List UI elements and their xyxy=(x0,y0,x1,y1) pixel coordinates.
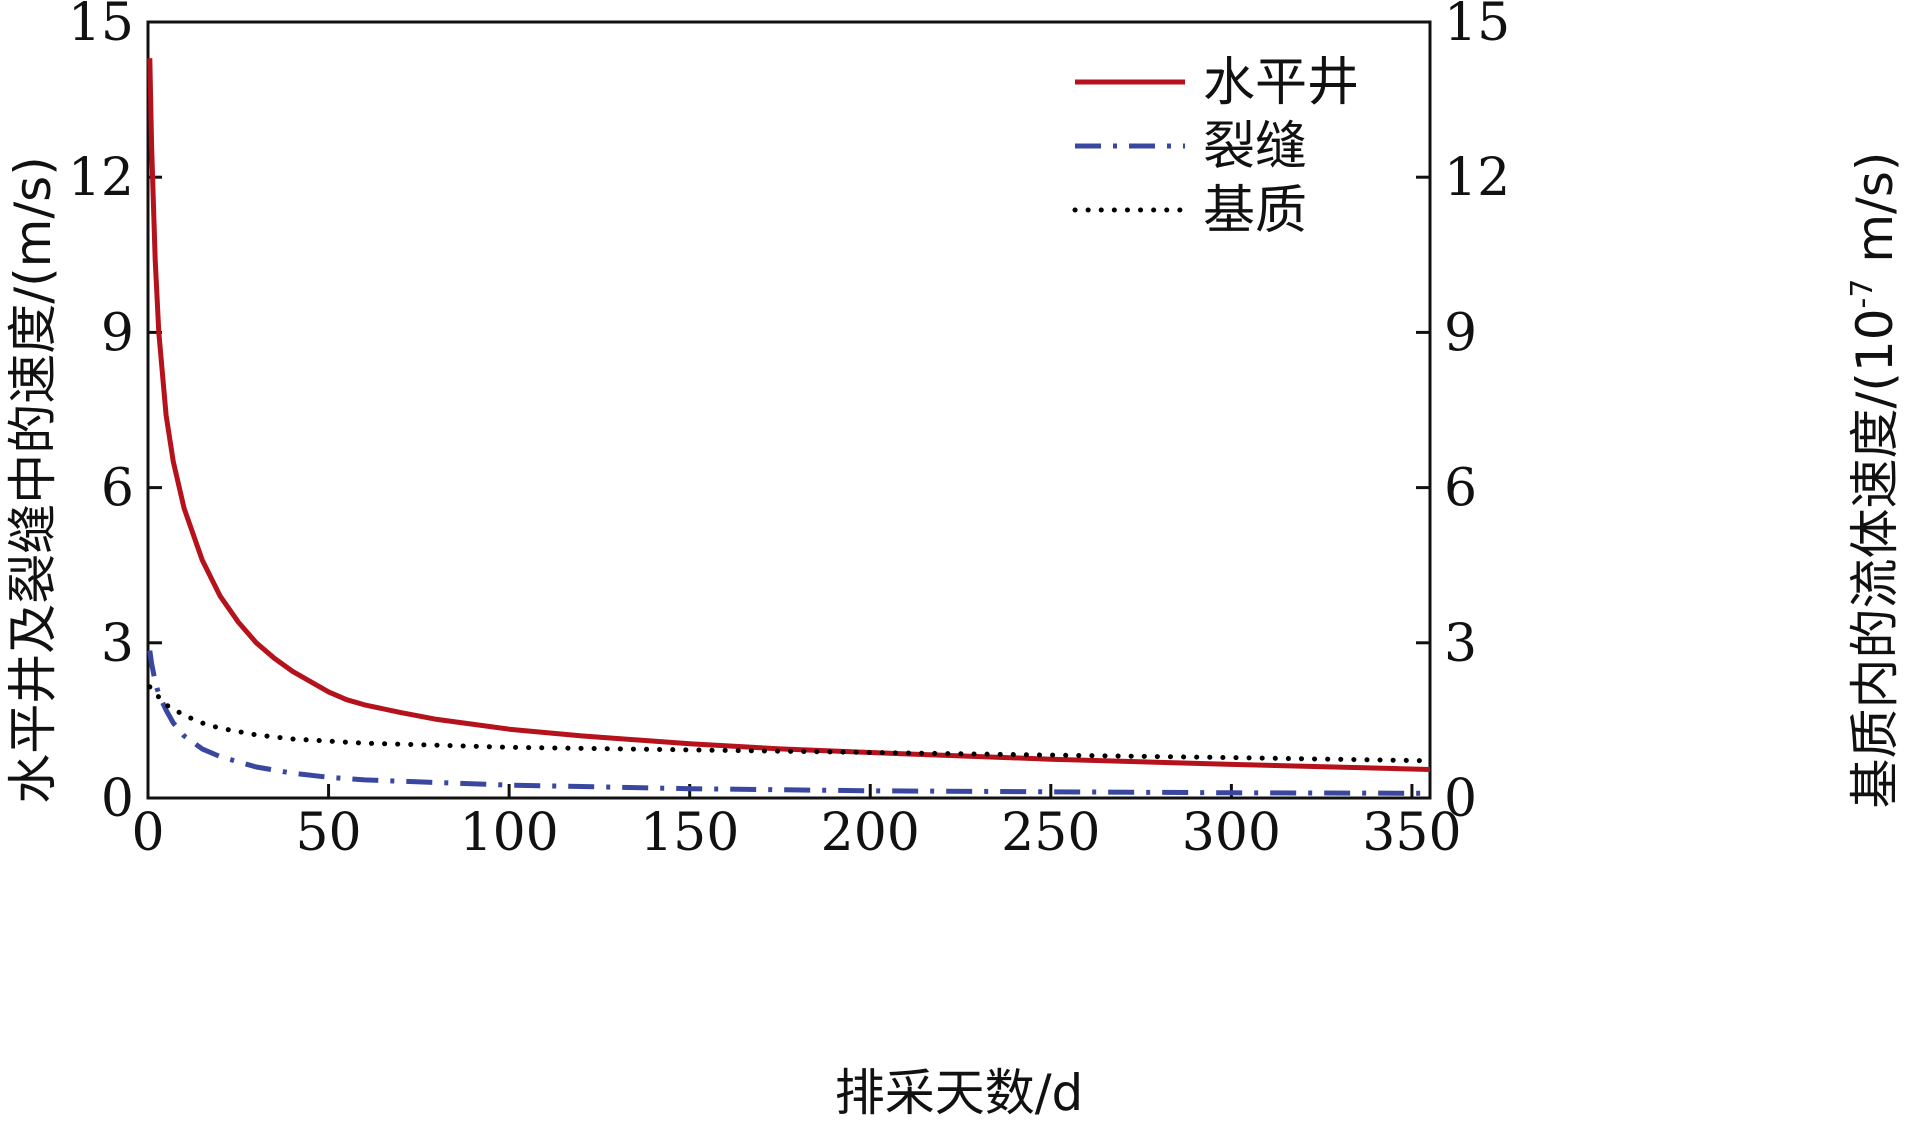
x-axis-ticks: 0 50 100 150 200 250 300 350 xyxy=(131,784,1462,863)
y-axis-left-title: 水平井及裂缝中的速度/(m/s) xyxy=(4,156,62,803)
y-axis-right-ticks: 0 3 6 9 12 15 xyxy=(1416,0,1510,829)
x-tick-label: 350 xyxy=(1362,803,1461,863)
legend-label-1: 水平井 xyxy=(1203,53,1359,113)
x-tick-label: 200 xyxy=(821,803,920,863)
y-axis-left-ticks: 0 3 6 9 12 15 xyxy=(68,0,162,829)
y-left-tick-label: 9 xyxy=(101,303,134,363)
plot-border xyxy=(146,20,1432,800)
y-axis-right-title-exponent: -7 xyxy=(1845,279,1880,309)
y-left-tick-label: 15 xyxy=(68,0,134,53)
series-line-1 xyxy=(147,58,1431,772)
y-left-tick-label: 3 xyxy=(101,614,134,674)
y-right-tick-label: 6 xyxy=(1444,459,1477,519)
y-axis-right-title-prefix: 基质内的流体速度/(10 xyxy=(1846,308,1904,808)
y-left-tick-label: 12 xyxy=(68,148,134,208)
series-line-2 xyxy=(147,650,1431,796)
y-axis-right-title: 基质内的流体速度/(10-7 m/s) xyxy=(1845,152,1904,809)
y-right-tick-label: 9 xyxy=(1444,303,1477,363)
x-tick-label: 0 xyxy=(131,803,164,863)
y-left-tick-label: 6 xyxy=(101,459,134,519)
x-tick-label: 250 xyxy=(1001,803,1100,863)
y-right-tick-label: 3 xyxy=(1444,614,1477,674)
plot-frame xyxy=(146,20,1432,800)
legend-label-3: 基质 xyxy=(1203,181,1307,241)
y-right-tick-label: 12 xyxy=(1444,148,1510,208)
x-axis-title: 排采天数/d xyxy=(835,1064,1084,1122)
y-left-tick-label: 0 xyxy=(101,769,134,829)
x-tick-label: 100 xyxy=(459,803,558,863)
y-right-tick-label: 0 xyxy=(1444,769,1477,829)
x-tick-label: 300 xyxy=(1182,803,1281,863)
y-axis-right-title-suffix: m/s) xyxy=(1846,152,1904,279)
x-tick-label: 150 xyxy=(640,803,739,863)
x-tick-label: 50 xyxy=(295,803,361,863)
series-line-3 xyxy=(147,684,1433,764)
y-right-tick-label: 15 xyxy=(1444,0,1510,53)
legend-label-2: 裂缝 xyxy=(1203,117,1307,177)
series-layer xyxy=(147,58,1433,796)
